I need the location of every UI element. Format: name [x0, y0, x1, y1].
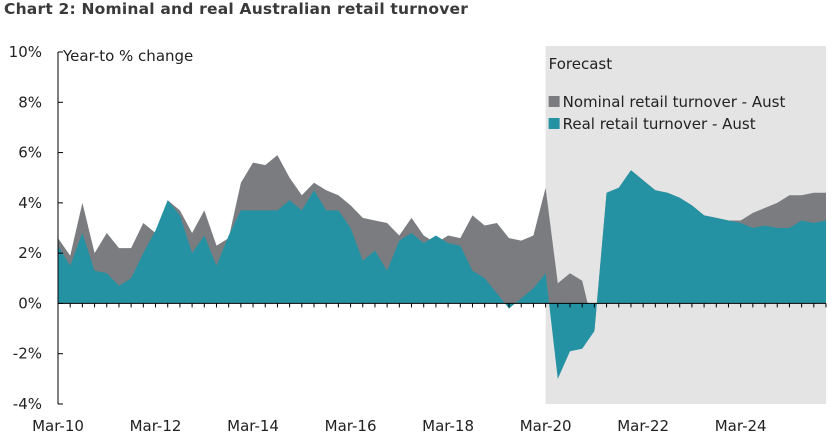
chart-title: Chart 2: Nominal and real Australian ret… — [4, 0, 469, 18]
y-tick-label: -4% — [13, 395, 42, 413]
x-tick-label: Mar-16 — [325, 417, 377, 435]
x-tick-label: Mar-18 — [422, 417, 474, 435]
x-tick-label: Mar-10 — [32, 417, 84, 435]
legend-swatch — [548, 96, 560, 107]
chart-areas — [58, 155, 826, 379]
x-tick-label: Mar-20 — [520, 417, 572, 435]
legend-label: Real retail turnover - Aust — [563, 115, 756, 133]
forecast-label: Forecast — [549, 55, 613, 73]
x-tick-label: Mar-12 — [130, 417, 182, 435]
x-tick-label: Mar-22 — [617, 417, 669, 435]
y-ticks: 10% 8% 6% 4% 2% 0% -2% -4% — [9, 43, 63, 413]
y-tick-label: 2% — [18, 244, 42, 262]
y-tick-label: -2% — [13, 345, 42, 363]
y-tick-label: 6% — [18, 144, 42, 162]
legend-swatch — [548, 118, 560, 129]
x-ticks: Mar-10 Mar-12 Mar-14 Mar-16 Mar-18 Mar-20 Mar-… — [32, 303, 827, 435]
y-tick-label: 10% — [9, 43, 42, 61]
x-tick-label: Mar-14 — [227, 417, 279, 435]
x-tick-label: Mar-24 — [715, 417, 767, 435]
y-tick-label: 8% — [18, 93, 42, 111]
legend: Nominal retail turnover - Aust Real retai… — [548, 93, 786, 133]
y-axis-label: Year-to % change — [62, 47, 193, 65]
legend-label: Nominal retail turnover - Aust — [563, 93, 786, 111]
y-tick-label: 0% — [18, 294, 42, 312]
series-area-real — [58, 170, 826, 379]
y-tick-label: 4% — [18, 194, 42, 212]
